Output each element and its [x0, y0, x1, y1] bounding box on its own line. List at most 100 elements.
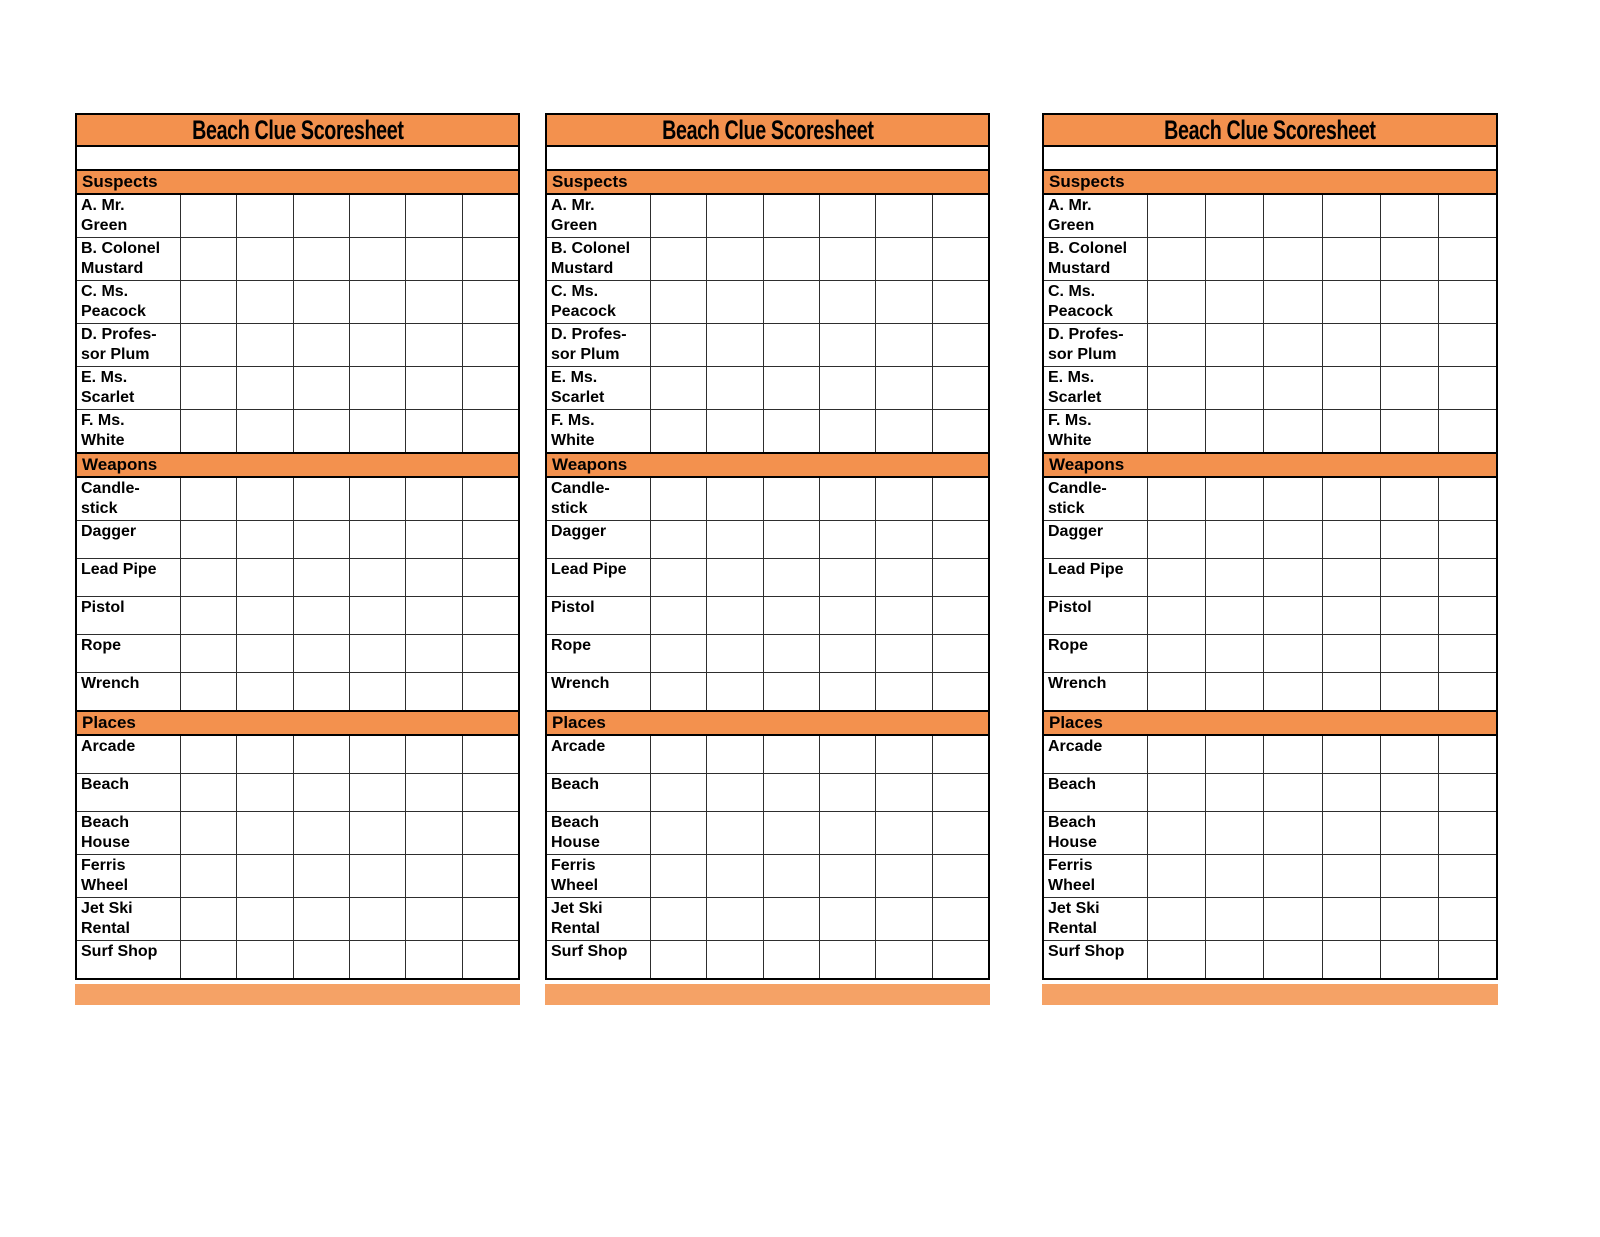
- score-cell-rope-6[interactable]: [933, 635, 988, 672]
- score-cell-beach-house-5[interactable]: [876, 812, 933, 854]
- score-cell-ferris-wheel-5[interactable]: [876, 855, 933, 897]
- score-cell-beach-4[interactable]: [350, 774, 407, 811]
- score-cell-arcade-2[interactable]: [237, 736, 294, 773]
- score-cell-lead-pipe-1[interactable]: [1148, 559, 1207, 596]
- score-cell-beach-2[interactable]: [1206, 774, 1265, 811]
- score-cell-jet-ski-rental-5[interactable]: [876, 898, 933, 940]
- score-cell-d-profes-sor-plum-1[interactable]: [181, 324, 238, 366]
- score-cell-arcade-1[interactable]: [1148, 736, 1207, 773]
- score-cell-ferris-wheel-1[interactable]: [181, 855, 238, 897]
- score-cell-e-ms-scarlet-5[interactable]: [876, 367, 933, 409]
- score-cell-beach-1[interactable]: [181, 774, 238, 811]
- score-cell-rope-4[interactable]: [820, 635, 877, 672]
- score-cell-b-colonel-mustard-2[interactable]: [237, 238, 294, 280]
- score-cell-c-ms-peacock-2[interactable]: [707, 281, 764, 323]
- score-cell-arcade-2[interactable]: [1206, 736, 1265, 773]
- score-cell-d-profes-sor-plum-5[interactable]: [1381, 324, 1439, 366]
- score-cell-jet-ski-rental-4[interactable]: [820, 898, 877, 940]
- score-cell-arcade-5[interactable]: [876, 736, 933, 773]
- score-cell-b-colonel-mustard-1[interactable]: [1148, 238, 1207, 280]
- score-cell-e-ms-scarlet-2[interactable]: [1206, 367, 1265, 409]
- score-cell-jet-ski-rental-1[interactable]: [181, 898, 238, 940]
- score-cell-surf-shop-1[interactable]: [651, 941, 708, 978]
- score-cell-rope-4[interactable]: [350, 635, 407, 672]
- score-cell-d-profes-sor-plum-3[interactable]: [764, 324, 820, 366]
- score-cell-beach-2[interactable]: [707, 774, 764, 811]
- score-cell-lead-pipe-3[interactable]: [764, 559, 820, 596]
- score-cell-dagger-6[interactable]: [933, 521, 988, 558]
- score-cell-jet-ski-rental-2[interactable]: [707, 898, 764, 940]
- score-cell-b-colonel-mustard-6[interactable]: [1439, 238, 1496, 280]
- score-cell-arcade-6[interactable]: [1439, 736, 1496, 773]
- score-cell-candle-stick-3[interactable]: [1264, 478, 1323, 520]
- score-cell-e-ms-scarlet-1[interactable]: [1148, 367, 1207, 409]
- score-cell-e-ms-scarlet-6[interactable]: [463, 367, 518, 409]
- score-cell-lead-pipe-1[interactable]: [651, 559, 708, 596]
- score-cell-beach-house-6[interactable]: [1439, 812, 1496, 854]
- score-cell-c-ms-peacock-6[interactable]: [933, 281, 988, 323]
- score-cell-lead-pipe-2[interactable]: [237, 559, 294, 596]
- score-cell-candle-stick-2[interactable]: [1206, 478, 1265, 520]
- score-cell-dagger-2[interactable]: [1206, 521, 1265, 558]
- score-cell-f-ms-white-5[interactable]: [406, 410, 463, 452]
- score-cell-c-ms-peacock-2[interactable]: [237, 281, 294, 323]
- score-cell-a-mr-green-6[interactable]: [1439, 195, 1496, 237]
- score-cell-rope-3[interactable]: [764, 635, 820, 672]
- score-cell-dagger-3[interactable]: [764, 521, 820, 558]
- score-cell-dagger-4[interactable]: [350, 521, 407, 558]
- score-cell-rope-1[interactable]: [651, 635, 708, 672]
- score-cell-pistol-5[interactable]: [876, 597, 933, 634]
- score-cell-c-ms-peacock-1[interactable]: [651, 281, 708, 323]
- score-cell-surf-shop-2[interactable]: [707, 941, 764, 978]
- score-cell-d-profes-sor-plum-5[interactable]: [406, 324, 463, 366]
- score-cell-candle-stick-4[interactable]: [350, 478, 407, 520]
- score-cell-d-profes-sor-plum-6[interactable]: [1439, 324, 1496, 366]
- score-cell-wrench-2[interactable]: [707, 673, 764, 710]
- score-cell-f-ms-white-6[interactable]: [1439, 410, 1496, 452]
- score-cell-beach-6[interactable]: [463, 774, 518, 811]
- score-cell-beach-house-4[interactable]: [350, 812, 407, 854]
- score-cell-f-ms-white-1[interactable]: [1148, 410, 1207, 452]
- score-cell-rope-5[interactable]: [406, 635, 463, 672]
- score-cell-pistol-3[interactable]: [1264, 597, 1323, 634]
- score-cell-lead-pipe-6[interactable]: [463, 559, 518, 596]
- score-cell-beach-5[interactable]: [406, 774, 463, 811]
- score-cell-dagger-3[interactable]: [294, 521, 350, 558]
- score-cell-dagger-5[interactable]: [1381, 521, 1439, 558]
- score-cell-surf-shop-6[interactable]: [1439, 941, 1496, 978]
- score-cell-candle-stick-2[interactable]: [237, 478, 294, 520]
- score-cell-beach-house-1[interactable]: [1148, 812, 1207, 854]
- score-cell-beach-2[interactable]: [237, 774, 294, 811]
- score-cell-rope-2[interactable]: [1206, 635, 1265, 672]
- score-cell-beach-5[interactable]: [1381, 774, 1439, 811]
- score-cell-jet-ski-rental-4[interactable]: [350, 898, 407, 940]
- score-cell-beach-1[interactable]: [651, 774, 708, 811]
- score-cell-surf-shop-6[interactable]: [933, 941, 988, 978]
- score-cell-d-profes-sor-plum-2[interactable]: [237, 324, 294, 366]
- score-cell-beach-house-5[interactable]: [1381, 812, 1439, 854]
- score-cell-d-profes-sor-plum-4[interactable]: [820, 324, 877, 366]
- score-cell-wrench-1[interactable]: [1148, 673, 1207, 710]
- score-cell-jet-ski-rental-5[interactable]: [406, 898, 463, 940]
- score-cell-pistol-2[interactable]: [1206, 597, 1265, 634]
- score-cell-dagger-6[interactable]: [463, 521, 518, 558]
- score-cell-dagger-5[interactable]: [406, 521, 463, 558]
- score-cell-candle-stick-3[interactable]: [764, 478, 820, 520]
- score-cell-ferris-wheel-2[interactable]: [237, 855, 294, 897]
- score-cell-rope-1[interactable]: [1148, 635, 1207, 672]
- score-cell-ferris-wheel-1[interactable]: [1148, 855, 1207, 897]
- score-cell-rope-6[interactable]: [1439, 635, 1496, 672]
- score-cell-b-colonel-mustard-5[interactable]: [1381, 238, 1439, 280]
- score-cell-surf-shop-3[interactable]: [764, 941, 820, 978]
- score-cell-candle-stick-5[interactable]: [406, 478, 463, 520]
- score-cell-beach-3[interactable]: [294, 774, 350, 811]
- score-cell-candle-stick-4[interactable]: [820, 478, 877, 520]
- score-cell-pistol-4[interactable]: [350, 597, 407, 634]
- score-cell-a-mr-green-1[interactable]: [651, 195, 708, 237]
- score-cell-arcade-3[interactable]: [764, 736, 820, 773]
- score-cell-a-mr-green-6[interactable]: [463, 195, 518, 237]
- score-cell-wrench-1[interactable]: [651, 673, 708, 710]
- score-cell-wrench-1[interactable]: [181, 673, 238, 710]
- score-cell-f-ms-white-1[interactable]: [181, 410, 238, 452]
- score-cell-wrench-3[interactable]: [1264, 673, 1323, 710]
